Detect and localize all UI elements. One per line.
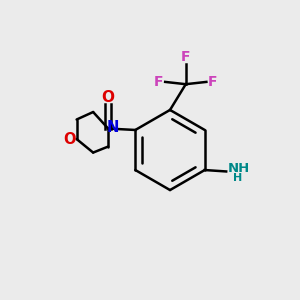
Text: O: O	[63, 132, 76, 147]
Text: N: N	[106, 120, 119, 135]
Text: F: F	[154, 75, 163, 89]
Text: F: F	[208, 75, 218, 89]
Text: H: H	[233, 173, 242, 183]
Text: O: O	[102, 90, 115, 105]
Text: F: F	[181, 50, 190, 64]
Text: NH: NH	[228, 162, 250, 175]
